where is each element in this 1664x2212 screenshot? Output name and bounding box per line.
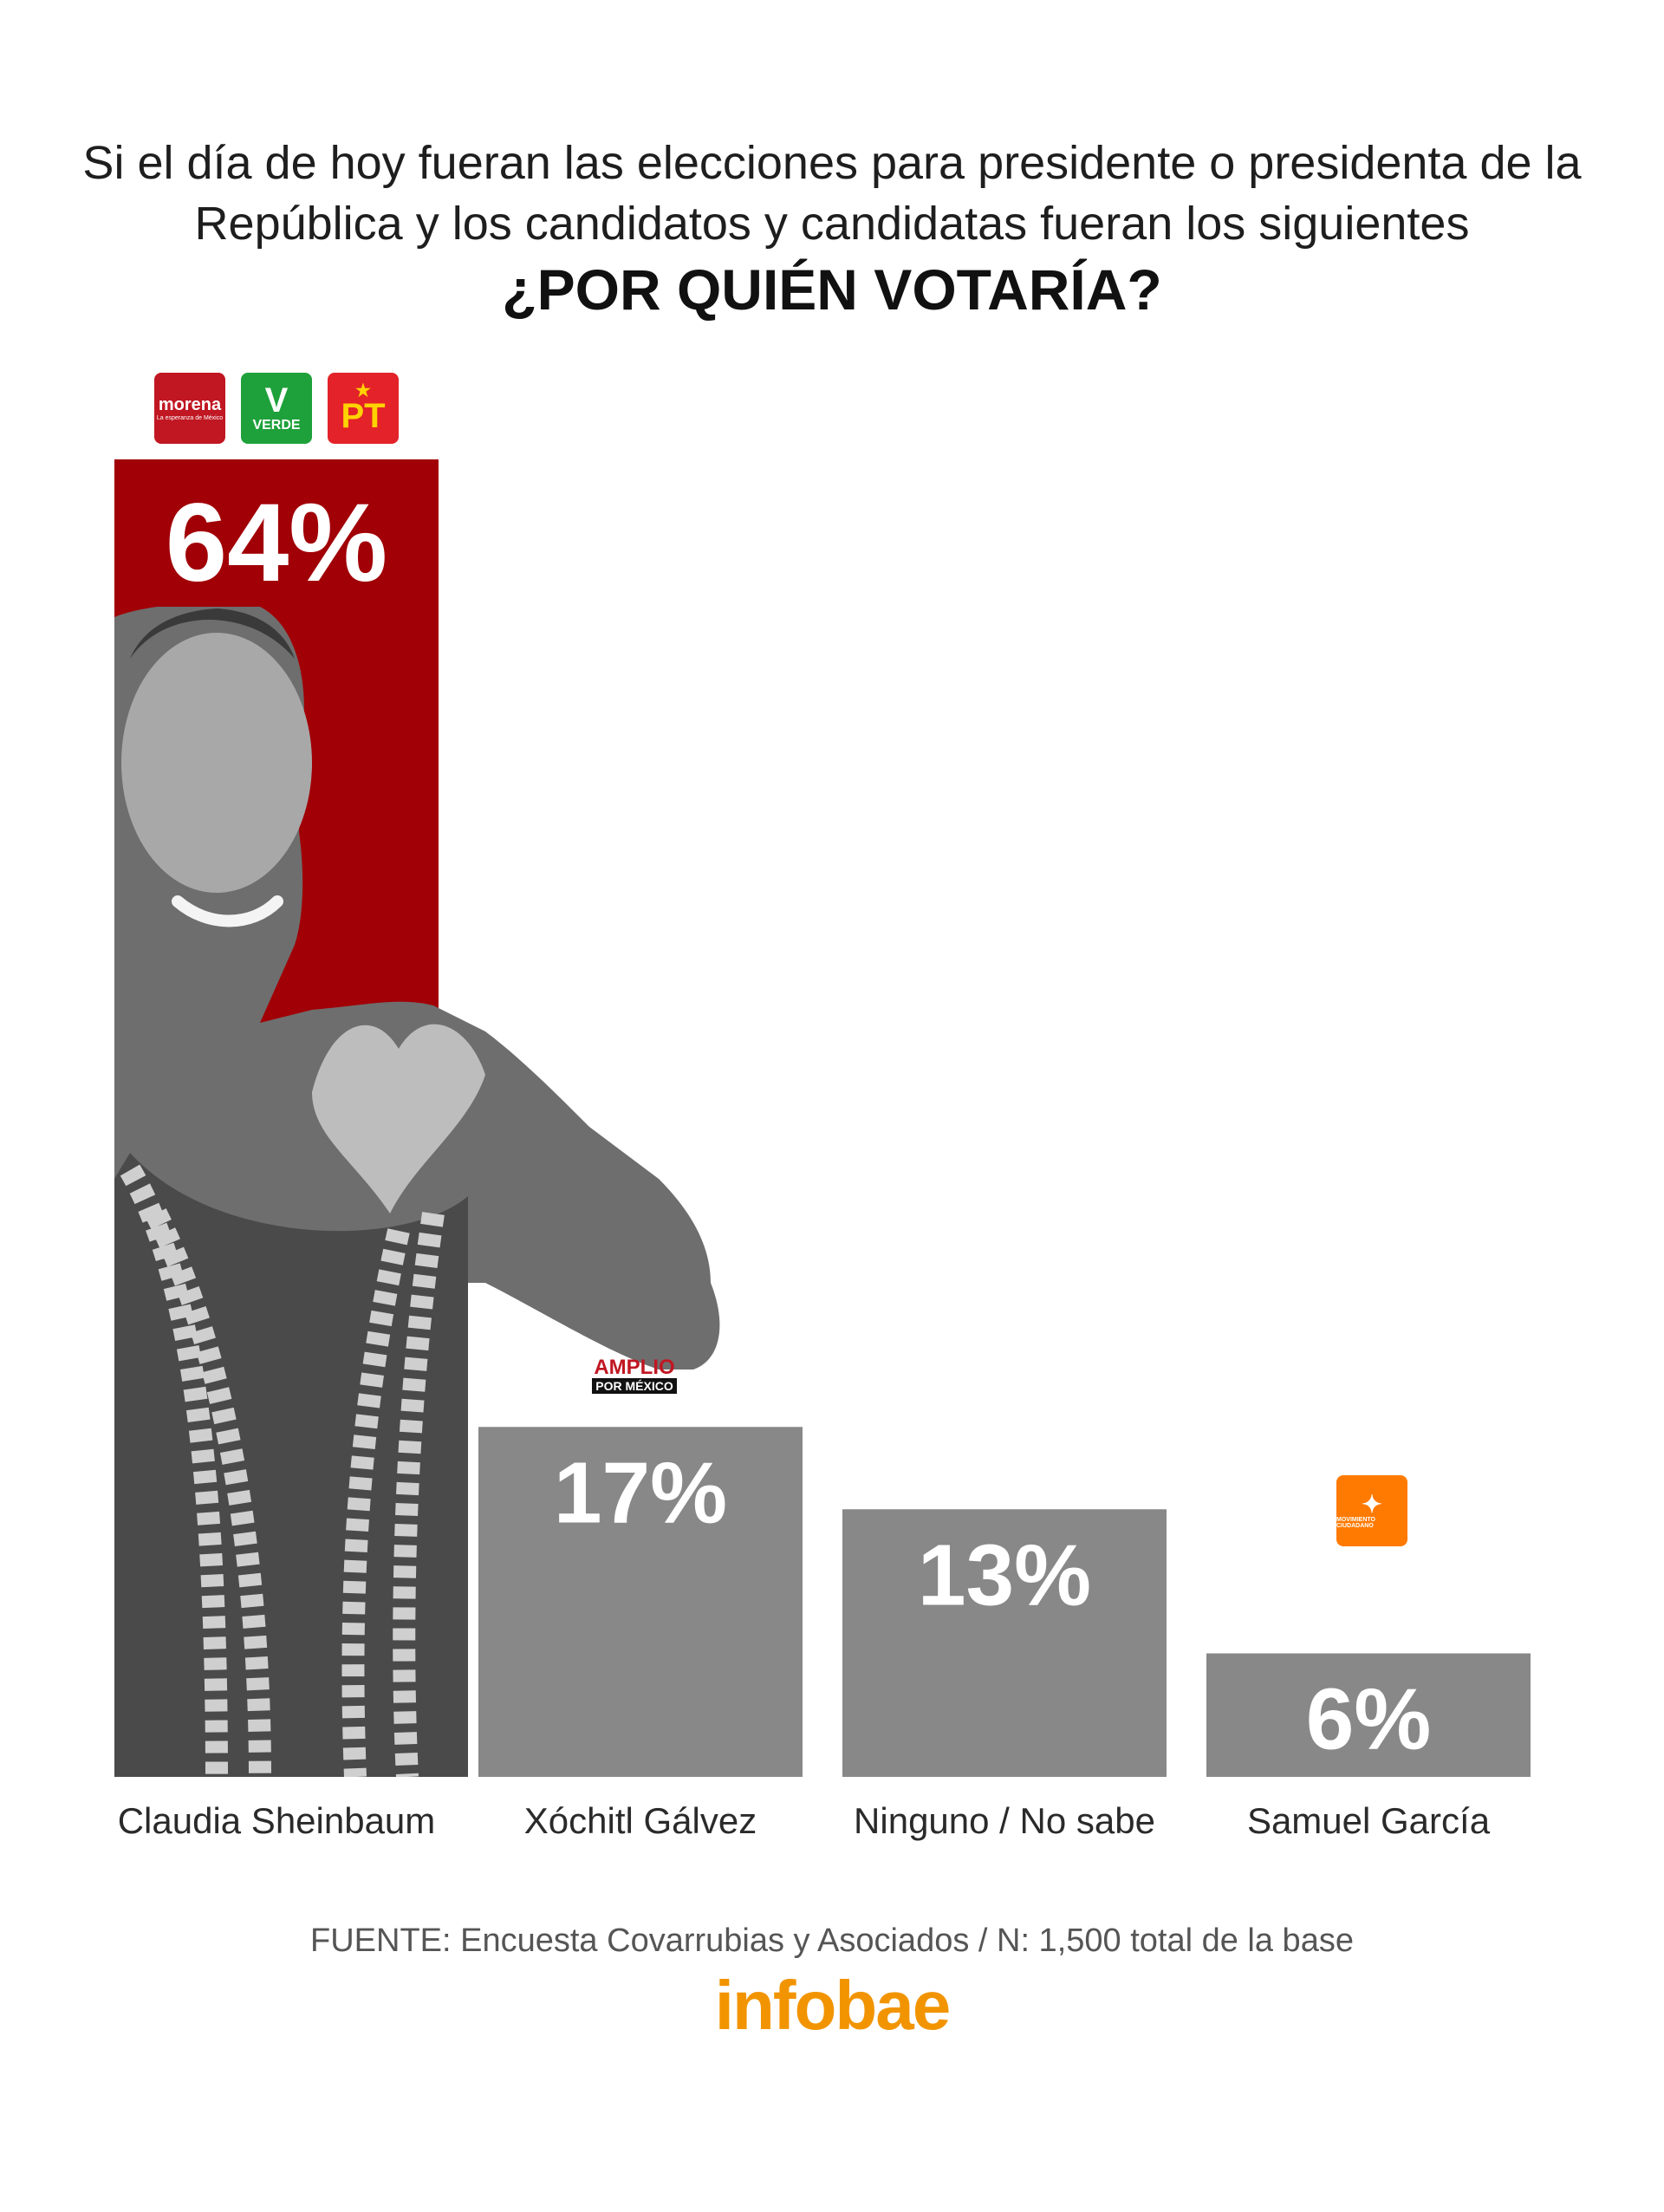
verde-logo-mark: V [264, 381, 289, 420]
subtitle-line-2: República y los candidatos y candidatas … [194, 198, 1470, 250]
category-label-xochitl-galvez: Xóchitl Gálvez [524, 1800, 757, 1841]
fam-logo-top: AMPLIO [594, 1356, 675, 1379]
pt-star-icon: ★ [355, 381, 371, 400]
category-label-ninguno-no-sabe: Ninguno / No sabe [854, 1800, 1155, 1841]
value-label-xochitl-galvez: 17% [554, 1444, 727, 1541]
category-label-samuel-garcia: Samuel García [1247, 1800, 1491, 1841]
infobae-logo: infobae [714, 1967, 951, 2044]
morena-logo-text: morena [158, 395, 222, 414]
bar-xochitl-galvez [478, 1427, 803, 1777]
pt-logo-text: PT [341, 397, 386, 435]
photo-smile [172, 895, 283, 927]
mc-eagle-icon: ✦ [1362, 1491, 1382, 1518]
verde-logo: V VERDE [241, 373, 312, 444]
subtitle-line-1: Si el día de hoy fueran las elecciones p… [82, 137, 1582, 189]
mc-logo-text: MOVIMIENTO CIUDADANO [1336, 1517, 1375, 1529]
movimiento-ciudadano-logo: ✦ MOVIMIENTO CIUDADANO [1336, 1475, 1407, 1546]
candidate-photo [114, 607, 720, 1777]
photo-face [121, 633, 312, 893]
morena-logo: morena La esperanza de México [154, 373, 225, 444]
chart-title: ¿POR QUIÉN VOTARÍA? [502, 257, 1162, 322]
verde-logo-text: VERDE [252, 418, 301, 433]
category-label-claudia-sheinbaum: Claudia Sheinbaum [118, 1800, 436, 1841]
fam-logo-bottom: POR MÉXICO [592, 1378, 677, 1394]
value-label-samuel-garcia: 6% [1306, 1671, 1432, 1768]
labels-group: 64% Claudia Sheinbaum 17% Xóchitl Gálvez 13%… [118, 481, 1491, 1841]
value-label-ninguno-no-sabe: 13% [918, 1526, 1091, 1623]
pt-logo: ★ PT [328, 373, 399, 444]
photo-flower-garland [120, 1164, 445, 1777]
bar-samuel-garcia [1206, 1653, 1531, 1777]
fuerza-mexico-logo: AMPLIO POR MÉXICO [586, 1354, 683, 1397]
photo-heart-hands [312, 1024, 485, 1213]
bar-ninguno-no-sabe [842, 1509, 1167, 1777]
morena-logo-tagline: La esperanza de México [156, 415, 224, 421]
value-label-claudia-sheinbaum: 64% [166, 481, 387, 605]
photo-hair [130, 608, 295, 659]
source-note: FUENTE: Encuesta Covarrubias y Asociados… [310, 1922, 1354, 1959]
